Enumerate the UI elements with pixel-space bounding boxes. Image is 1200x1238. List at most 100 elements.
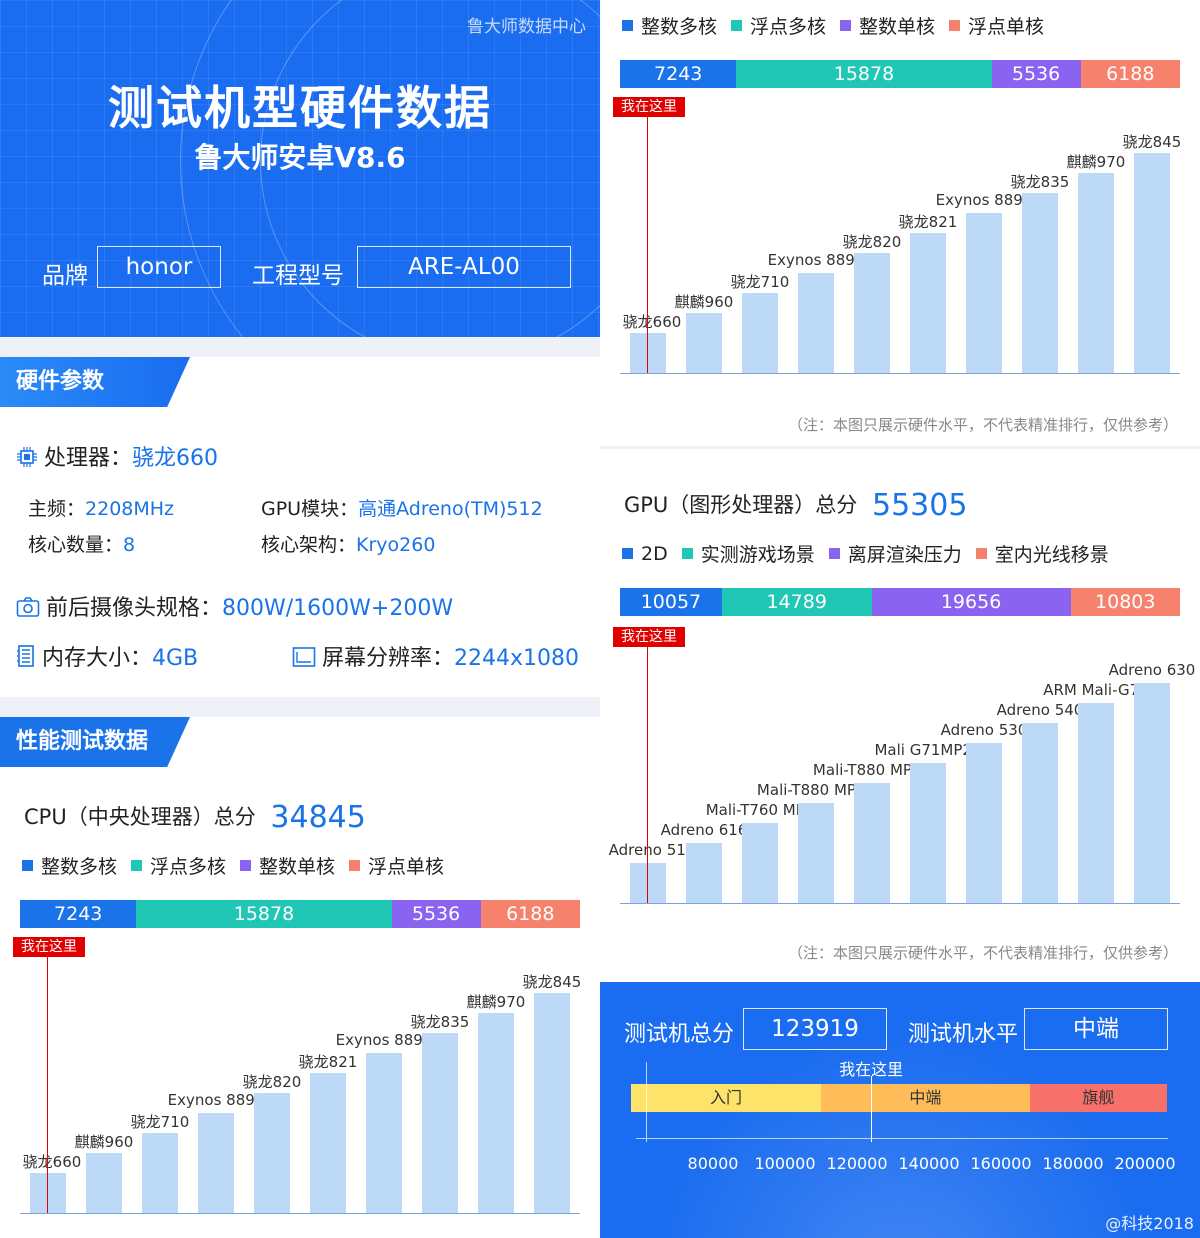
camera-row: 前后摄像头规格：800W/1600W+200W bbox=[16, 590, 453, 622]
rank-bar bbox=[630, 863, 666, 903]
legend-item: 实测游戏场景 bbox=[681, 540, 815, 567]
cpu-rank-chart: 骁龙660 麒麟960 骁龙710 Exynos 8890 骁龙820 骁龙821 Exyn… bbox=[0, 935, 600, 1220]
legend-item: 2D bbox=[622, 540, 668, 567]
rank-label: Exynos 8890 bbox=[767, 251, 865, 269]
legend-text: 浮点多核 bbox=[750, 16, 827, 38]
gpu-rank-chart: Adreno 512 Adreno 616 Mali-T760 MP8 Mali-T8… bbox=[600, 625, 1200, 910]
total-score-value: 123919 bbox=[743, 1008, 887, 1050]
score-segment: 6188 bbox=[1080, 60, 1180, 88]
screen-row: 屏幕分辨率：2244x1080 bbox=[292, 640, 579, 672]
rank-bar bbox=[630, 333, 666, 373]
rank-label: Mali-T760 MP8 bbox=[705, 801, 815, 819]
rank-bar bbox=[686, 313, 722, 373]
rank-axis bbox=[20, 1213, 580, 1214]
screen-value: 2244x1080 bbox=[454, 646, 580, 671]
cpu-legend: 整数多核 浮点多核 整数单核 浮点单核 bbox=[22, 852, 444, 879]
rank-label: 骁龙820 bbox=[242, 1073, 302, 1091]
section-hardware: 硬件参数 bbox=[0, 357, 190, 407]
here-line bbox=[47, 957, 48, 1213]
camera-value: 800W/1600W+200W bbox=[222, 596, 454, 621]
level-segment: 旗舰 bbox=[1029, 1084, 1167, 1112]
cores-row: 核心数量：8 bbox=[28, 534, 136, 556]
memory-icon bbox=[17, 645, 34, 667]
rank-label: 骁龙821 bbox=[298, 1053, 358, 1071]
gpu-note: （注：本图只展示硬件水平，不代表精准排行，仅供参考） bbox=[787, 944, 1178, 962]
legend-text: 整数多核 bbox=[41, 856, 118, 878]
level-value: 中端 bbox=[1024, 1008, 1168, 1050]
score-segment: 14789 bbox=[721, 588, 872, 616]
gpu-total: 55305 bbox=[872, 488, 968, 523]
rank-bar bbox=[30, 1173, 66, 1213]
total-score-label: 测试机总分 bbox=[624, 1022, 735, 1047]
processor-value: 骁龙660 bbox=[132, 446, 219, 471]
legend-item: 离屏渲染压力 bbox=[828, 540, 962, 567]
scale-tick: 160000 bbox=[970, 1154, 1032, 1173]
score-segment: 5536 bbox=[391, 900, 481, 928]
scale-tick: 140000 bbox=[898, 1154, 960, 1173]
rank-label: Mali-T880 MP10 bbox=[756, 781, 876, 799]
rank-label: 麒麟970 bbox=[1066, 153, 1126, 171]
legend-swatch bbox=[975, 548, 987, 559]
rank-bar bbox=[1134, 683, 1170, 903]
legend-text: 整数多核 bbox=[641, 16, 718, 38]
rank-label: 麒麟960 bbox=[74, 1133, 134, 1151]
rank-bar bbox=[798, 273, 834, 373]
rank-bar bbox=[1022, 723, 1058, 903]
rank-label: 骁龙845 bbox=[522, 973, 582, 991]
legend-text: 实测游戏场景 bbox=[700, 544, 815, 566]
here-line bbox=[647, 117, 648, 373]
rank-label: 骁龙821 bbox=[898, 213, 958, 231]
scale-axis bbox=[636, 1138, 1168, 1139]
legend-swatch bbox=[622, 20, 633, 31]
rank-bar bbox=[966, 213, 1002, 373]
here-marker: 我在这里 bbox=[613, 627, 685, 647]
legend-item: 浮点单核 bbox=[349, 852, 444, 879]
legend-text: 离屏渲染压力 bbox=[847, 544, 962, 566]
rank-bar bbox=[422, 1033, 458, 1213]
scale-tick: 200000 bbox=[1114, 1154, 1176, 1173]
score-segment: 5536 bbox=[991, 60, 1081, 88]
chip-icon bbox=[17, 447, 37, 467]
rank-label: Adreno 530 bbox=[940, 721, 1028, 739]
rank-label: 麒麟970 bbox=[466, 993, 526, 1011]
page-title: 测试机型硬件数据 bbox=[108, 81, 492, 135]
rank-label: 骁龙820 bbox=[842, 233, 902, 251]
rank-bar bbox=[1022, 193, 1058, 373]
rank-bar bbox=[534, 993, 570, 1213]
here-marker: 我在这里 bbox=[613, 97, 685, 117]
rank-bar bbox=[686, 843, 722, 903]
cpu-score-bar-2: 7243 15878 5536 6188 bbox=[620, 60, 1180, 88]
rank-bar bbox=[1078, 703, 1114, 903]
legend-item: 室内光线移景 bbox=[975, 540, 1109, 567]
scale-tick: 80000 bbox=[687, 1154, 739, 1173]
score-segment: 7243 bbox=[620, 60, 737, 88]
legend-swatch bbox=[131, 860, 143, 871]
rank-label: 骁龙710 bbox=[730, 273, 790, 291]
processor-row: 处理器：骁龙660 bbox=[16, 440, 218, 472]
gpu-score-bar: 10057 14789 19656 10803 bbox=[620, 588, 1180, 616]
legend-swatch bbox=[622, 548, 633, 559]
decor-ring bbox=[260, 0, 600, 337]
rank-label: Adreno 540 bbox=[996, 701, 1084, 719]
score-segment: 6188 bbox=[480, 900, 580, 928]
rank-label: Exynos 8895 bbox=[935, 191, 1033, 209]
legend-item: 整数单核 bbox=[840, 12, 935, 39]
watermark: @科技2018 bbox=[1105, 1214, 1194, 1233]
freq-value: 2208MHz bbox=[85, 498, 175, 520]
rank-label: 骁龙710 bbox=[130, 1113, 190, 1131]
score-segment: 7243 bbox=[20, 900, 137, 928]
rank-bar bbox=[742, 823, 778, 903]
here-line bbox=[647, 647, 648, 903]
rank-bar bbox=[478, 1013, 514, 1213]
separator bbox=[0, 337, 600, 357]
rank-label: Mali-T880 MP12 bbox=[812, 761, 932, 779]
rank-label: 麒麟960 bbox=[674, 293, 734, 311]
cpu-legend-2: 整数多核 浮点多核 整数单核 浮点单核 bbox=[622, 12, 1044, 39]
legend-text: 室内光线移景 bbox=[994, 544, 1109, 566]
gpu-title-row: GPU（图形处理器）总分 55305 bbox=[624, 488, 967, 523]
section-performance: 性能测试数据 bbox=[0, 717, 190, 767]
brand-value: honor bbox=[97, 246, 221, 288]
gpu-title: GPU（图形处理器）总分 bbox=[624, 493, 858, 517]
gpu-legend: 2D 实测游戏场景 离屏渲染压力 室内光线移景 bbox=[622, 540, 1109, 567]
legend-item: 整数单核 bbox=[240, 852, 335, 879]
